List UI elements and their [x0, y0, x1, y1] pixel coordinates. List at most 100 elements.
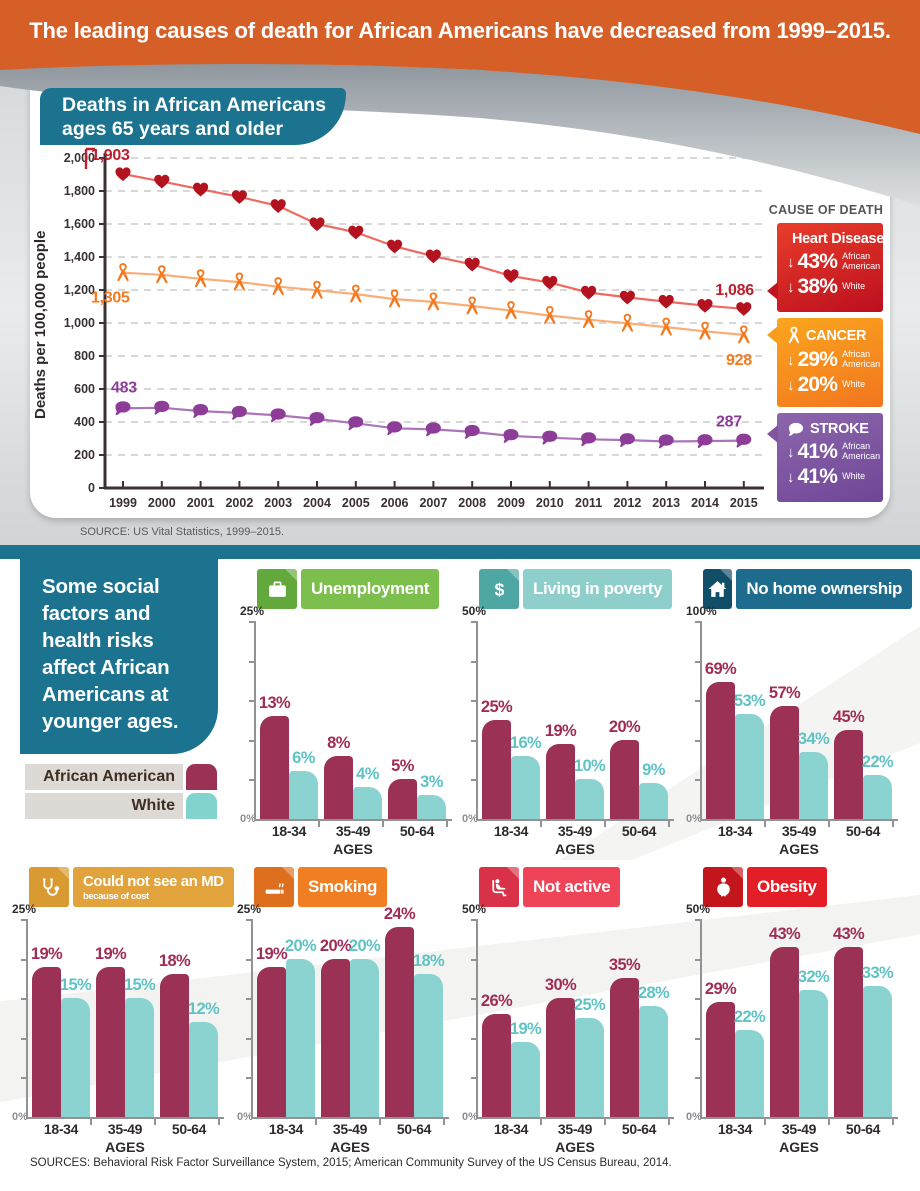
pointer-notch	[767, 326, 778, 344]
x-axis-tick	[764, 1119, 766, 1125]
y-axis	[251, 919, 253, 1117]
heart-icon	[464, 257, 480, 272]
bar-value-label: 22%	[861, 753, 894, 771]
decline-group: African American	[842, 251, 881, 271]
bar-value-label: 8%	[327, 734, 350, 752]
y-tick-label: 0	[88, 481, 95, 495]
bar-white	[735, 1030, 764, 1117]
brain-icon	[697, 434, 713, 449]
brain-icon	[619, 433, 635, 448]
bar-value-label: 10%	[573, 757, 606, 775]
series-end-label: 287	[716, 414, 742, 431]
page-title: The leading causes of death for African …	[29, 18, 891, 43]
y-max-label: 25%	[12, 902, 37, 916]
y-axis-tick	[695, 998, 700, 1001]
age-category-label: 35-49	[332, 1121, 368, 1137]
x-axis	[254, 819, 452, 821]
brain-icon	[581, 432, 597, 447]
x-tick-label: 1999	[109, 496, 137, 510]
chart-plot: 25% 0% 19% 19% 18% 15% 15% 12% 18-34 35-49 50-64 AG…	[12, 902, 238, 1155]
bar-african-american	[257, 967, 286, 1117]
bar-african-american	[770, 706, 799, 819]
bar-value-label: 18%	[412, 952, 445, 970]
x-axis-tick	[540, 1119, 542, 1125]
brain-icon	[270, 408, 286, 423]
bar-value-label: 32%	[797, 968, 830, 986]
y-axis	[700, 621, 702, 819]
bar-african-american	[546, 744, 575, 819]
bar-white	[350, 959, 379, 1117]
down-arrow-icon: ↓	[787, 278, 795, 296]
bar-value-label: 20%	[608, 718, 641, 736]
y-axis-tick	[249, 621, 254, 623]
bar-white	[286, 959, 315, 1117]
decline-percent: 41%	[797, 465, 838, 488]
bar-african-american	[834, 730, 863, 819]
decline-percent: 41%	[797, 440, 838, 463]
y-tick-label: 1,400	[64, 250, 95, 264]
y-tick-label: 400	[74, 415, 95, 429]
down-arrow-icon: ↓	[787, 443, 795, 461]
legend-heart-disease: Heart Disease ↓ 43% African American ↓ 3…	[767, 223, 884, 312]
y-min-label: 0%	[686, 1111, 702, 1123]
age-category-label: 50-64	[396, 1121, 432, 1137]
series-start-label: 1,305	[91, 290, 130, 307]
y-min-label: 0%	[240, 813, 256, 825]
bar-white	[735, 714, 764, 819]
y-tick-label: 800	[74, 349, 95, 363]
series-start-label: 1,903	[91, 147, 130, 164]
briefcase-icon	[257, 569, 297, 609]
legend-row-african-american: African American	[25, 764, 217, 790]
mortality-line-chart: 0 200 400 600 800 1,000 1,200 1,400 1,600 1,800 2,…	[58, 140, 778, 515]
x-axis-tick	[828, 1119, 830, 1125]
smoking-chart: Smoking 25% 0% 19% 20% 24% 20% 20% 18% 18-34 35-4…	[237, 867, 463, 1167]
y-axis-tick	[695, 958, 700, 961]
chart-header: Living in poverty	[479, 569, 688, 609]
age-category-label: 18-34	[271, 823, 307, 839]
bar-value-label: 30%	[544, 976, 577, 994]
x-axis-tick	[446, 821, 448, 827]
y-min-label: 0%	[237, 1111, 253, 1123]
bar-african-american	[834, 947, 863, 1117]
y-axis	[26, 919, 28, 1117]
x-axis	[700, 819, 898, 821]
bar-african-american	[385, 927, 414, 1117]
y-axis-tick	[249, 700, 254, 703]
white-color-chip	[186, 793, 217, 819]
x-axis-tick	[382, 821, 384, 827]
y-axis-tick	[471, 998, 476, 1001]
y-axis-tick	[471, 739, 476, 742]
y-min-label: 0%	[462, 813, 478, 825]
age-category-label: 18-34	[717, 823, 753, 839]
bar-white	[414, 974, 443, 1117]
brain-icon	[309, 411, 325, 426]
chart-title: Obesity	[757, 877, 817, 896]
heart disease-line	[122, 172, 744, 310]
bar-value-label: 9%	[642, 761, 665, 779]
bar-african-american	[160, 974, 189, 1117]
bar-value-label: 22%	[733, 1008, 766, 1026]
y-axis-tick	[695, 1037, 700, 1040]
x-tick-label: 2007	[419, 496, 447, 510]
y-axis-tick	[249, 779, 254, 782]
y-axis-tick	[471, 958, 476, 961]
chart-header: Obesity	[703, 867, 912, 907]
chart-header: Not active	[479, 867, 688, 907]
pointer-notch	[767, 425, 778, 443]
x-tick-label: 2005	[342, 496, 370, 510]
x-tick-label: 2003	[264, 496, 292, 510]
x-tick-label: 2001	[187, 496, 215, 510]
age-category-label: 18-34	[268, 1121, 304, 1137]
decline-percent: 29%	[797, 348, 838, 371]
bar-african-american	[706, 1002, 735, 1117]
y-axis	[476, 919, 478, 1117]
heart-icon	[348, 225, 364, 240]
age-category-label: 50-64	[845, 823, 881, 839]
x-tick-label: 2009	[497, 496, 525, 510]
age-category-label: 35-49	[107, 1121, 143, 1137]
brain-icon	[154, 400, 170, 415]
cause-name: CANCER	[806, 327, 867, 344]
x-tick-label: 2013	[652, 496, 680, 510]
brain-icon	[425, 422, 441, 437]
bar-white	[353, 787, 382, 819]
